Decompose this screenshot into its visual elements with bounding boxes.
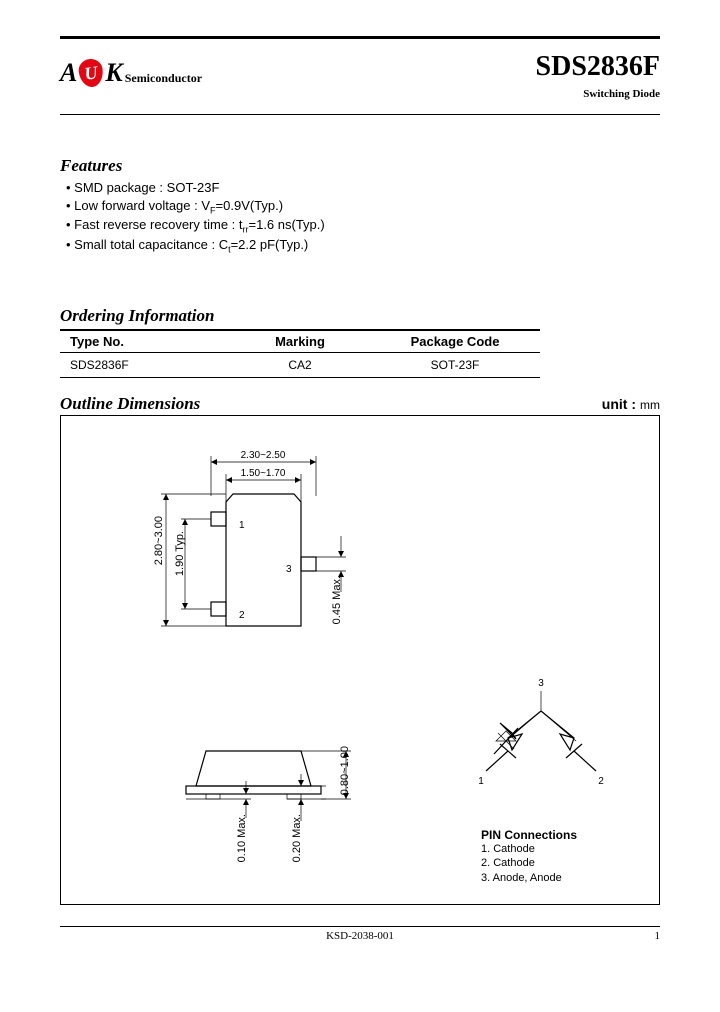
ordering-title: Ordering Information — [60, 306, 550, 326]
td-marking: CA2 — [230, 353, 370, 378]
footer-doc-id: KSD-2038-001 — [60, 930, 660, 942]
unit-value: mm — [640, 398, 660, 412]
unit-label: unit : — [602, 396, 636, 412]
ordering-section: Ordering Information Type No. Marking Pa… — [60, 306, 550, 378]
dim-inner-width: 1.50~1.70 — [241, 468, 286, 479]
pin-1-label: 1 — [239, 520, 245, 531]
feature-text: Small total capacitance : C — [74, 237, 228, 252]
top-rule — [60, 36, 660, 39]
dim-side-base: 0.10 Max. — [236, 814, 248, 862]
pin-item: 1. Cathode — [481, 842, 641, 856]
pin-3-label: 3 — [286, 564, 292, 575]
logo-letter-a: A — [60, 58, 77, 88]
td-package: SOT-23F — [370, 353, 540, 378]
footer-page-number: 1 — [655, 930, 661, 942]
feature-text: =1.6 ns(Typ.) — [249, 217, 325, 232]
feature-item: Small total capacitance : Ct=2.2 pF(Typ.… — [66, 236, 480, 256]
feature-text: SMD package : SOT-23F — [74, 180, 219, 195]
feature-item: Fast reverse recovery time : trr=1.6 ns(… — [66, 216, 480, 236]
pin-2-label: 2 — [239, 610, 245, 621]
ordering-table: Type No. Marking Package Code SDS2836F C… — [60, 329, 540, 378]
dim-left-inner: 1.90 Typ. — [174, 531, 186, 576]
dim-top-width: 2.30~2.50 — [241, 450, 286, 461]
logo-letter-u: U — [78, 57, 106, 88]
feature-text: =0.9V(Typ.) — [216, 198, 284, 213]
header-underline — [60, 114, 660, 115]
th-package: Package Code — [370, 330, 540, 353]
logo-letter-k: K — [105, 58, 122, 88]
outline-section: Outline Dimensions unit : mm — [60, 394, 660, 417]
page: A U K Semiconductor SDS2836F Switching D… — [60, 36, 660, 976]
feature-item: Low forward voltage : VF=0.9V(Typ.) — [66, 197, 480, 217]
dim-left-height: 2.80~3.00 — [153, 516, 165, 565]
feature-item: SMD package : SOT-23F — [66, 179, 480, 197]
pin-connections-title: PIN Connections — [481, 828, 641, 842]
dimensions-box: 2.30~2.50 1.50~1.70 1 2 3 — [60, 415, 660, 905]
table-row: SDS2836F CA2 SOT-23F — [60, 353, 540, 378]
schematic-pin-1: 1 — [478, 776, 484, 787]
schematic-pin-2: 2 — [598, 776, 604, 787]
schematic-diagram: 3 1 2 — [456, 676, 626, 806]
logo-brand-text: Semiconductor — [125, 71, 202, 86]
schematic-pin-3: 3 — [538, 678, 544, 689]
features-section: Features SMD package : SOT-23F Low forwa… — [60, 156, 480, 256]
table-header-row: Type No. Marking Package Code — [60, 330, 540, 353]
pin-item: 3. Anode, Anode — [481, 871, 641, 885]
outline-title: Outline Dimensions — [60, 394, 200, 414]
part-number: SDS2836F — [536, 51, 660, 83]
brand-logo: A U K Semiconductor — [60, 58, 202, 88]
dim-side-h: 0.80~1.00 — [339, 746, 351, 795]
features-title: Features — [60, 156, 480, 176]
th-type: Type No. — [60, 330, 230, 353]
td-type: SDS2836F — [60, 353, 230, 378]
footer-rule — [60, 926, 660, 927]
pin-connections: PIN Connections 1. Cathode 2. Cathode 3.… — [481, 828, 641, 885]
feature-text: Fast reverse recovery time : t — [74, 217, 242, 232]
pin-item: 2. Cathode — [481, 856, 641, 870]
feature-text: =2.2 pF(Typ.) — [231, 237, 309, 252]
feature-text: Low forward voltage : V — [74, 198, 210, 213]
th-marking: Marking — [230, 330, 370, 353]
dim-lead-h: 0.45 Max. — [331, 576, 343, 624]
header: A U K Semiconductor SDS2836F Switching D… — [60, 46, 660, 116]
side-view-diagram — [151, 706, 371, 856]
part-type: Switching Diode — [583, 88, 660, 100]
dim-side-ext: 0.20 Max. — [291, 814, 303, 862]
